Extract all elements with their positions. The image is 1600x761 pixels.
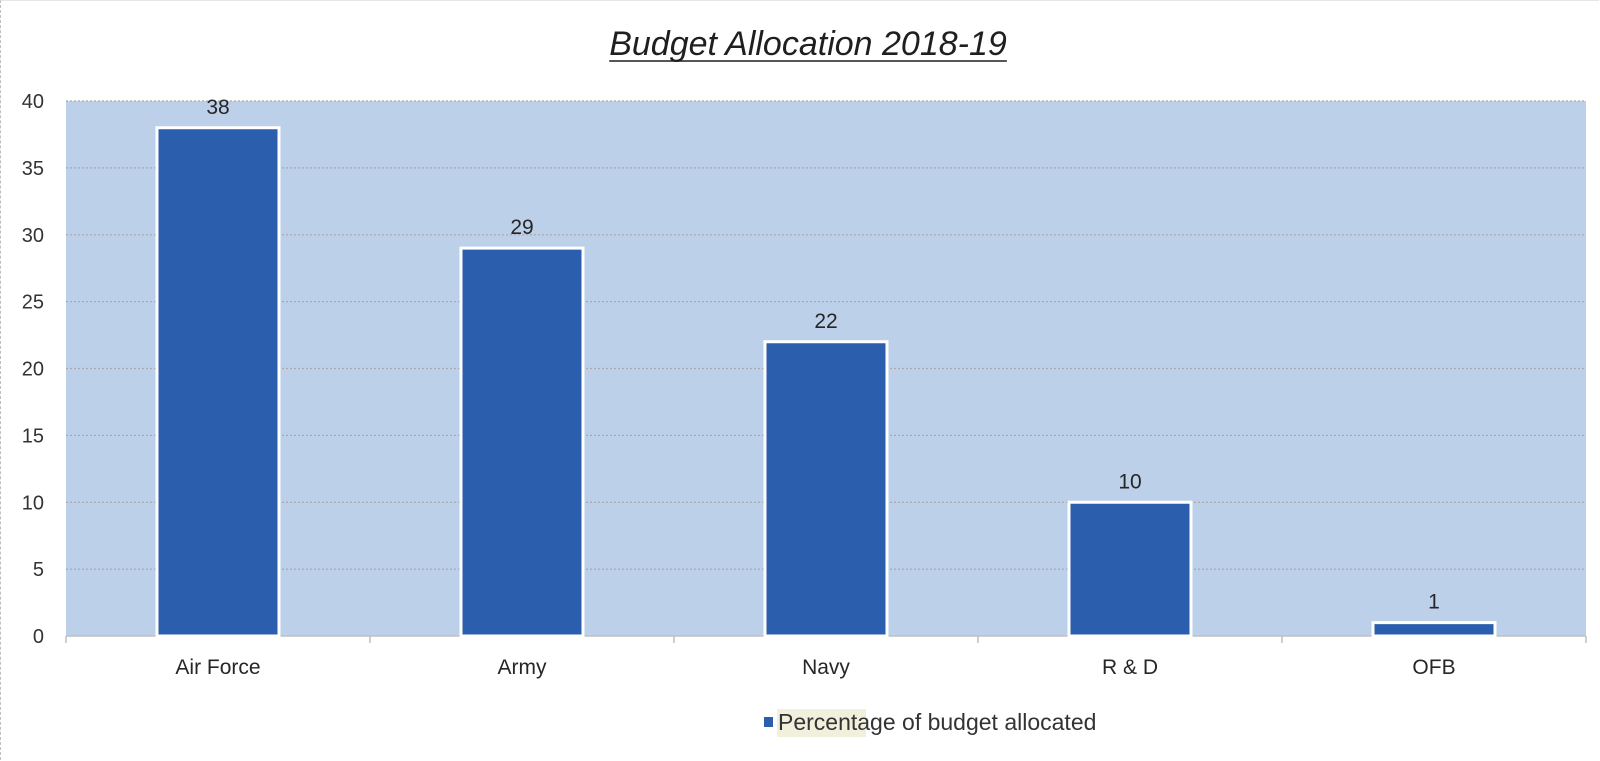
category-label: Air Force bbox=[175, 656, 260, 679]
data-label: 29 bbox=[510, 216, 533, 239]
legend-swatch bbox=[764, 717, 773, 727]
y-tick-label: 40 bbox=[22, 91, 44, 113]
legend: Percentage of budget allocated bbox=[764, 709, 1096, 737]
data-label: 10 bbox=[1118, 470, 1141, 493]
data-labels: 38 29 22 10 1 bbox=[206, 96, 1440, 614]
bar bbox=[1371, 621, 1497, 638]
data-label: 38 bbox=[206, 96, 229, 119]
y-tick-label: 0 bbox=[33, 626, 44, 648]
category-label: OFB bbox=[1412, 656, 1455, 679]
category-label: Army bbox=[498, 656, 547, 679]
bars bbox=[155, 126, 1497, 638]
category-label: R & D bbox=[1102, 656, 1158, 679]
y-tick-label: 35 bbox=[22, 158, 44, 180]
y-axis-ticks: 0 5 10 15 20 25 30 35 40 bbox=[22, 91, 44, 648]
bar bbox=[155, 126, 281, 638]
legend-highlight bbox=[777, 709, 866, 737]
bar bbox=[1067, 500, 1193, 638]
category-labels: Air Force Army Navy R & D OFB bbox=[175, 656, 1455, 679]
y-tick-label: 30 bbox=[22, 225, 44, 247]
data-label: 1 bbox=[1428, 591, 1440, 614]
data-label: 22 bbox=[814, 310, 837, 333]
chart-title: Budget Allocation 2018-19 bbox=[609, 25, 1007, 63]
category-label: Navy bbox=[802, 656, 850, 679]
bar bbox=[763, 340, 889, 638]
y-tick-label: 5 bbox=[33, 559, 44, 581]
y-tick-label: 15 bbox=[22, 425, 44, 447]
bar bbox=[459, 246, 585, 638]
y-tick-label: 20 bbox=[22, 359, 44, 381]
y-tick-label: 25 bbox=[22, 292, 44, 314]
y-tick-label: 10 bbox=[22, 492, 44, 514]
legend-label: Percentage of budget allocated bbox=[778, 709, 1096, 735]
